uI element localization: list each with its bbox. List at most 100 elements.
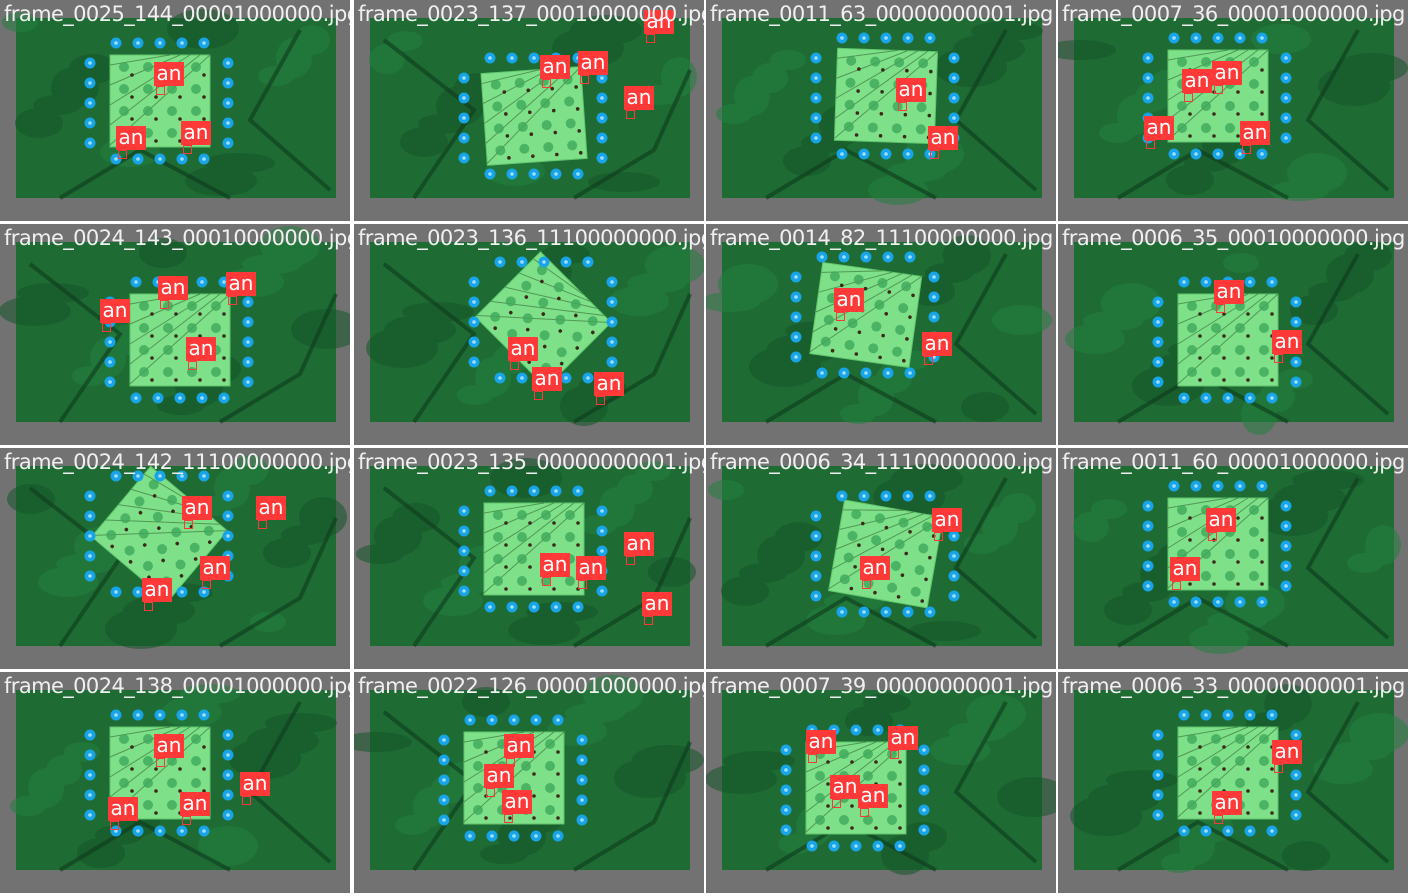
- bounding-box: [1184, 93, 1193, 102]
- bounding-box: [1146, 140, 1155, 149]
- detection-label: an: [1212, 791, 1242, 815]
- bounding-box: [534, 391, 543, 400]
- blue-flowers: [1142, 32, 1292, 160]
- bounding-box: [580, 75, 589, 84]
- image-tile: frame_0023_136_11100000000.jpg an an an: [354, 224, 704, 445]
- bounding-box: [626, 110, 635, 119]
- detection-label: an: [888, 726, 918, 750]
- bounding-box: [144, 602, 153, 611]
- image-filename: frame_0006_33_00000000001.jpg: [1062, 674, 1405, 698]
- bounding-box: [504, 814, 513, 823]
- photo-scene: [10, 684, 337, 872]
- bounding-box: [924, 356, 933, 365]
- bounding-box: [242, 796, 251, 805]
- detection-label: an: [858, 784, 888, 808]
- detection-label: an: [484, 764, 514, 788]
- image-filename: frame_0025_144_00001000000.jpg: [4, 2, 350, 26]
- photo-scene: [1073, 466, 1401, 654]
- bounding-box: [486, 788, 495, 797]
- detection-label: an: [932, 508, 962, 532]
- bounding-box: [542, 79, 551, 88]
- bounding-box: [862, 580, 871, 589]
- detection-label: an: [240, 772, 270, 796]
- sheet: [809, 261, 923, 369]
- image-tile: frame_0023_135_00000000001.jpg an an an an: [354, 448, 704, 669]
- detection-label: an: [576, 556, 606, 580]
- sheet: [828, 499, 944, 609]
- blue-flowers: [84, 37, 234, 165]
- bounding-box: [183, 145, 192, 154]
- photo-scene: [356, 458, 696, 648]
- detection-label: an: [142, 578, 172, 602]
- detection-label: an: [182, 496, 212, 520]
- blue-flowers: [468, 256, 618, 384]
- detection-label: an: [116, 126, 146, 150]
- detection-label: an: [806, 730, 836, 754]
- blue-flowers: [84, 709, 234, 837]
- shadow-lines: [58, 29, 332, 200]
- detection-label: an: [502, 790, 532, 814]
- detection-label: an: [1170, 557, 1200, 581]
- sheet: [480, 66, 588, 166]
- detection-label: an: [1212, 61, 1242, 85]
- bounding-box: [644, 616, 653, 625]
- photo-scene: [354, 675, 704, 872]
- detection-label: an: [578, 51, 608, 75]
- blue-flowers: [780, 724, 930, 852]
- bounding-box: [646, 34, 655, 43]
- image-filename: frame_0007_39_00000000001.jpg: [710, 674, 1053, 698]
- detection-label: an: [644, 10, 674, 34]
- image-filename: frame_0006_34_11100000000.jpg: [710, 450, 1053, 474]
- detection-label: an: [594, 372, 624, 396]
- bounding-box: [1172, 581, 1181, 590]
- blue-flowers: [1142, 480, 1292, 608]
- photo-scene: [1070, 684, 1408, 873]
- image-tile: frame_0025_144_00001000000.jpg an an an: [0, 0, 350, 221]
- bounding-box: [578, 580, 587, 589]
- shadow-lines: [764, 477, 1038, 648]
- bounding-box: [1242, 145, 1251, 154]
- bounding-box: [1214, 815, 1223, 824]
- photo-scene: [1065, 241, 1394, 435]
- detection-label: an: [624, 532, 654, 556]
- photo-scene: [706, 235, 1052, 424]
- detection-label: an: [154, 734, 184, 758]
- image-tile: frame_0024_143_00010000000.jpg an an an an: [0, 224, 350, 445]
- bounding-box: [202, 580, 211, 589]
- bounding-box: [102, 323, 111, 332]
- image-tile: frame_0024_142_11100000000.jpg an an an an: [0, 448, 350, 669]
- bounding-box: [542, 577, 551, 586]
- bounding-box: [156, 758, 165, 767]
- bounding-box: [596, 396, 605, 405]
- image-tile: frame_0006_35_00010000000.jpg an an: [1058, 224, 1408, 445]
- photo-scene: [716, 18, 1043, 205]
- detection-label: an: [860, 556, 890, 580]
- blue-flowers: [810, 490, 960, 618]
- image-filename: frame_0007_36_00001000000.jpg: [1062, 2, 1405, 26]
- image-filename: frame_0023_137_00010000000.jpg: [358, 2, 704, 26]
- image-tile: frame_0007_36_00001000000.jpg an an an an: [1058, 0, 1408, 221]
- photo-scene: [7, 455, 347, 649]
- image-filename: frame_0024_138_00001000000.jpg: [4, 674, 350, 698]
- shadow-lines: [28, 262, 338, 424]
- grass-texture: [10, 684, 337, 868]
- detection-label: an: [158, 276, 188, 300]
- photo-scene: [366, 242, 704, 426]
- bounding-box: [160, 300, 169, 309]
- detection-label: an: [1182, 69, 1212, 93]
- bounding-box: [890, 750, 899, 759]
- bounding-box: [258, 520, 267, 529]
- image-tile: frame_0023_137_00010000000.jpg an an an an: [354, 0, 704, 221]
- detection-label: an: [181, 121, 211, 145]
- blue-flowers: [790, 251, 940, 379]
- image-filename: frame_0006_35_00010000000.jpg: [1062, 226, 1405, 250]
- shadow-lines: [382, 38, 692, 200]
- detection-label: an: [1144, 116, 1174, 140]
- blue-flowers: [438, 714, 588, 842]
- image-filename: frame_0024_142_11100000000.jpg: [4, 450, 350, 474]
- photo-scene: [2, 9, 336, 200]
- photo-scene: [369, 15, 697, 200]
- bounding-box: [1214, 85, 1223, 94]
- image-tile: frame_0011_60_00001000000.jpg an an: [1058, 448, 1408, 669]
